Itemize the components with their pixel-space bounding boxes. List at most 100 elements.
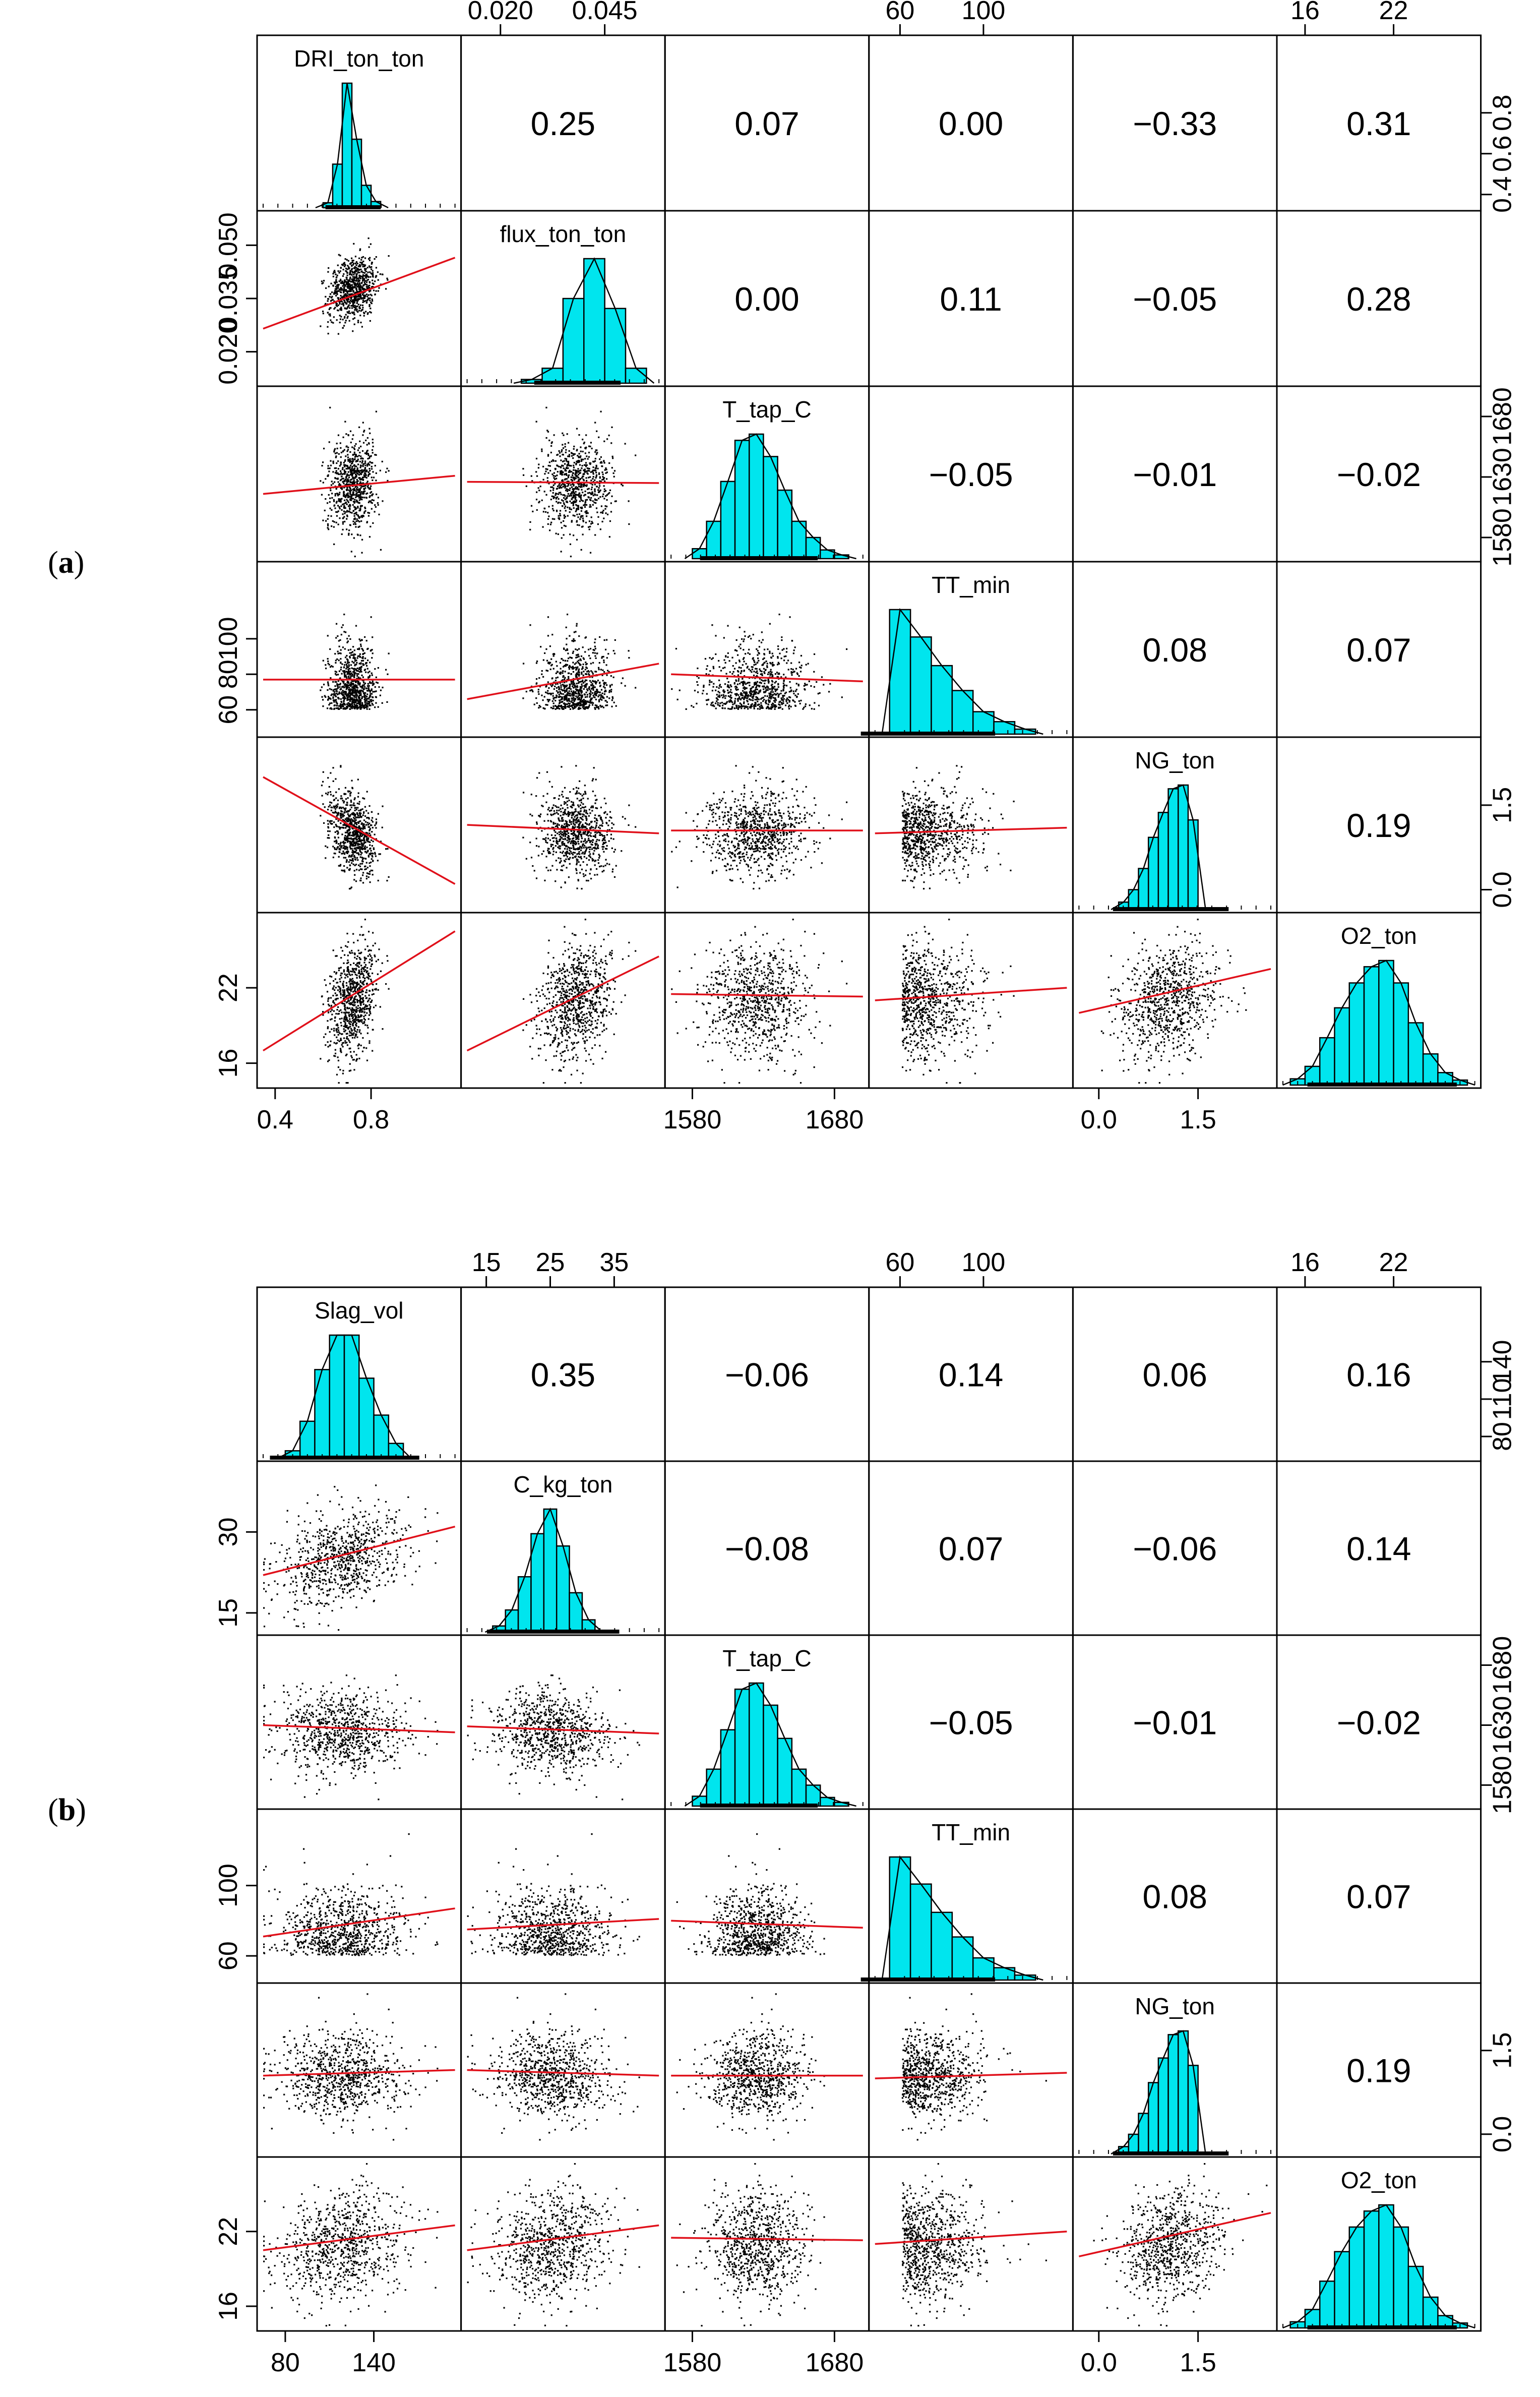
matrix-cell: 0.07 — [1276, 561, 1482, 738]
data-point — [705, 673, 707, 675]
data-point — [353, 684, 355, 686]
data-point — [582, 667, 584, 670]
data-point — [352, 494, 354, 496]
data-point — [367, 312, 369, 314]
data-point — [603, 517, 605, 519]
data-point — [579, 483, 581, 485]
data-point — [327, 635, 329, 637]
data-point — [720, 686, 722, 688]
data-point — [358, 290, 360, 292]
data-point — [381, 702, 383, 704]
data-point — [368, 259, 371, 261]
data-point — [556, 671, 559, 673]
data-point — [336, 303, 338, 305]
data-point — [334, 271, 336, 273]
data-point — [347, 284, 349, 286]
data-point — [364, 257, 366, 259]
data-point — [725, 695, 727, 697]
data-point — [347, 661, 349, 663]
data-point — [609, 684, 611, 687]
data-point — [349, 656, 351, 658]
scatter-points — [522, 614, 637, 710]
data-point — [365, 700, 367, 702]
data-point — [345, 468, 347, 470]
data-point — [735, 693, 737, 695]
data-point — [356, 300, 358, 302]
data-point — [352, 694, 354, 696]
data-point — [591, 521, 593, 523]
data-point — [742, 684, 744, 686]
data-point — [561, 484, 563, 486]
data-point — [336, 274, 338, 276]
data-point — [366, 463, 368, 465]
data-point — [522, 697, 524, 699]
data-point — [348, 673, 350, 675]
data-point — [562, 707, 564, 709]
data-point — [346, 473, 348, 475]
data-point — [778, 693, 780, 695]
data-point — [750, 670, 752, 672]
data-point — [575, 648, 577, 650]
data-point — [370, 312, 372, 314]
data-point — [600, 481, 602, 483]
data-point — [712, 701, 714, 703]
data-point — [754, 684, 756, 686]
data-point — [588, 520, 591, 522]
data-point — [705, 699, 708, 701]
data-point — [598, 436, 600, 438]
data-point — [334, 467, 336, 469]
data-point — [610, 675, 612, 677]
data-point — [353, 274, 355, 276]
data-point — [531, 689, 533, 691]
data-point — [349, 280, 351, 282]
data-point — [359, 284, 361, 286]
data-point — [337, 297, 340, 299]
rug-band — [700, 556, 818, 560]
data-point — [366, 470, 368, 472]
data-point — [804, 683, 806, 685]
data-point — [341, 693, 343, 695]
data-point — [363, 315, 365, 317]
data-point — [547, 690, 549, 692]
data-point — [564, 517, 566, 519]
data-point — [357, 470, 359, 472]
data-point — [346, 673, 348, 675]
data-point — [561, 701, 563, 703]
data-point — [587, 458, 589, 460]
data-point — [358, 700, 360, 702]
data-point — [362, 464, 364, 466]
data-point — [354, 501, 356, 503]
data-point — [354, 262, 357, 265]
data-point — [346, 684, 348, 686]
data-point — [344, 707, 346, 709]
data-point — [567, 694, 569, 696]
data-point — [742, 684, 744, 686]
data-point — [606, 494, 608, 496]
data-point — [563, 514, 566, 516]
data-point — [363, 652, 365, 654]
data-point — [368, 284, 371, 286]
data-point — [770, 692, 772, 694]
matrix-cell: 0.25 — [460, 34, 666, 212]
data-point — [331, 291, 333, 293]
data-point — [348, 687, 350, 689]
data-point — [587, 512, 589, 514]
data-point — [796, 672, 798, 674]
data-point — [345, 455, 347, 457]
data-point — [344, 693, 346, 695]
data-point — [573, 469, 575, 471]
data-point — [567, 489, 569, 491]
data-point — [576, 509, 578, 511]
data-point — [573, 453, 575, 455]
data-point — [771, 652, 773, 654]
data-point — [595, 449, 597, 451]
data-point — [790, 689, 792, 691]
data-point — [346, 291, 348, 293]
data-point — [571, 493, 573, 495]
data-point — [357, 304, 359, 306]
data-point — [710, 704, 712, 706]
data-point — [795, 683, 797, 685]
data-point — [746, 699, 748, 702]
data-point — [767, 703, 769, 705]
data-point — [364, 472, 366, 474]
